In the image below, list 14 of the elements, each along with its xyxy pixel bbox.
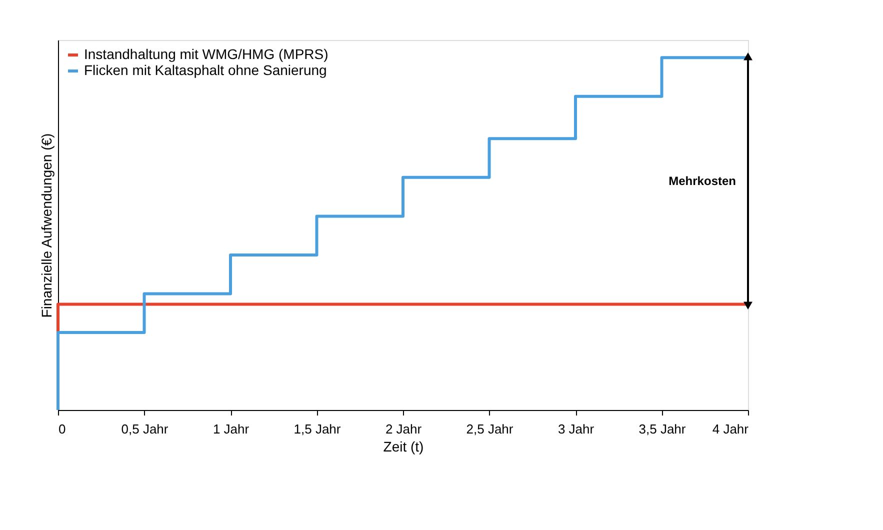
x-tick-label: 2 Jahr (385, 422, 422, 436)
x-tick-label: 0,5 Jahr (121, 422, 169, 436)
x-tick-label: 0 (58, 422, 66, 436)
y-axis-title: Finanzielle Aufwendungen (€) (38, 133, 54, 318)
legend-label: Flicken mit Kaltasphalt ohne Sanierung (84, 62, 327, 78)
x-tick-label: 3 Jahr (558, 422, 595, 436)
x-tick-label: 3,5 Jahr (638, 422, 686, 436)
x-tick-label: 2,5 Jahr (466, 422, 514, 436)
x-tick-label: 1,5 Jahr (294, 422, 342, 436)
annotation: Mehrkosten (668, 174, 736, 188)
x-tick-label: 1 Jahr (212, 422, 250, 436)
x-axis-title: Zeit (t) (383, 438, 424, 454)
x-tick-label: 4 Jahr (712, 422, 750, 436)
legend-label: Instandhaltung mit WMG/HMG (MPRS) (84, 46, 328, 62)
